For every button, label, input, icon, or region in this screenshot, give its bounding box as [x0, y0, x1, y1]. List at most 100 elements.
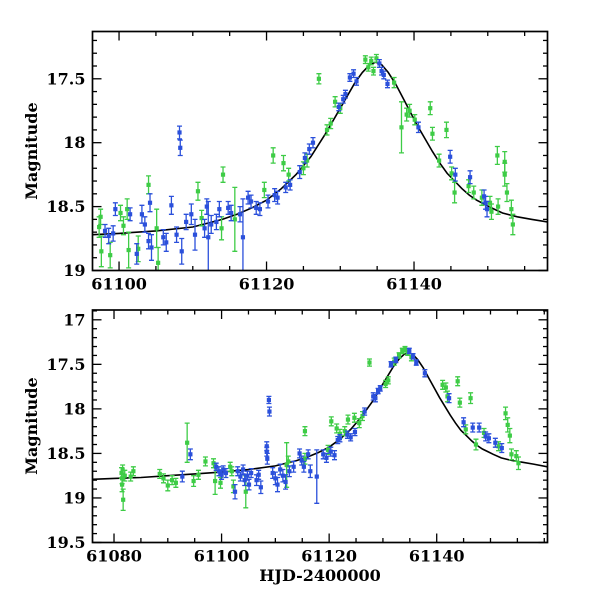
- model-curve: [92, 61, 548, 236]
- data-point: [354, 79, 359, 84]
- data-point: [267, 409, 272, 414]
- data-point: [111, 231, 116, 236]
- panel-top: 61100 61120 61140 17.5 18 18.5 19: [47, 30, 549, 294]
- data-point: [147, 200, 153, 205]
- data-point: [448, 154, 453, 159]
- data-point: [288, 182, 293, 187]
- data-point: [214, 219, 219, 225]
- data-point: [245, 473, 250, 478]
- data-point: [407, 348, 412, 354]
- data-point: [219, 226, 224, 231]
- plot-frame: [91, 309, 549, 544]
- data-point: [443, 385, 448, 390]
- data-point: [226, 205, 231, 210]
- data-point: [102, 228, 108, 233]
- data-point: [481, 430, 487, 436]
- panel-bottom: 61080 61100 61120 61140 17 17.5 18 18.5 19 19.5: [47, 309, 549, 566]
- data-point: [178, 145, 183, 150]
- data-point: [149, 245, 154, 250]
- data-point: [238, 474, 243, 479]
- data-point: [341, 97, 346, 102]
- data-point: [280, 473, 285, 478]
- data-point: [189, 212, 194, 217]
- data-point: [301, 166, 306, 171]
- data-point: [165, 483, 170, 488]
- data-point: [146, 239, 151, 244]
- data-point: [204, 204, 209, 209]
- data-point: [202, 226, 207, 231]
- data-point: [444, 127, 449, 133]
- series-blue: [102, 58, 490, 271]
- data-point: [493, 440, 498, 445]
- data-point: [410, 354, 416, 359]
- data-point: [332, 453, 337, 458]
- data-point: [499, 445, 504, 451]
- data-point: [235, 469, 240, 474]
- data-point: [134, 251, 139, 256]
- data-point: [192, 232, 198, 237]
- data-point: [487, 200, 493, 205]
- y-tick-label: 17.5: [47, 69, 86, 88]
- x-tick-label: 61100: [194, 547, 250, 566]
- data-point: [232, 217, 237, 222]
- y-tick-label: 18.5: [47, 444, 86, 463]
- data-point: [479, 195, 484, 200]
- x-tick-label: 61140: [386, 275, 442, 294]
- data-point: [302, 155, 307, 161]
- data-point: [242, 478, 247, 483]
- y-tick-label: 19: [63, 261, 85, 280]
- data-point: [503, 411, 508, 416]
- data-point: [297, 169, 302, 175]
- data-point: [461, 420, 466, 425]
- data-point: [281, 161, 286, 166]
- data-point: [502, 159, 507, 164]
- data-point: [211, 461, 216, 466]
- data-point: [453, 172, 458, 177]
- series-green: [96, 53, 516, 271]
- data-point: [283, 185, 288, 190]
- data-point: [128, 474, 133, 479]
- data-point: [307, 146, 312, 152]
- data-point: [369, 58, 374, 63]
- data-point: [342, 429, 347, 434]
- data-point: [471, 190, 476, 195]
- y-tick-label: 17.5: [47, 355, 86, 374]
- data-point: [214, 464, 219, 469]
- data-point: [505, 422, 510, 428]
- data-point: [272, 192, 277, 198]
- data-point: [455, 379, 460, 384]
- data-point: [157, 471, 162, 477]
- data-point: [299, 458, 304, 463]
- data-point: [360, 413, 365, 419]
- data-point: [195, 189, 201, 194]
- data-point: [231, 484, 236, 489]
- data-point: [510, 222, 515, 227]
- data-point: [463, 427, 468, 432]
- data-point: [399, 125, 404, 130]
- x-tick-label: 61140: [409, 547, 465, 566]
- data-point: [351, 71, 356, 76]
- data-point: [348, 435, 353, 440]
- data-point: [337, 431, 342, 436]
- data-point: [396, 353, 402, 358]
- data-point: [139, 212, 145, 217]
- data-point: [206, 235, 211, 240]
- x-tick-label: 61100: [91, 275, 147, 294]
- data-point: [343, 92, 348, 97]
- data-point: [314, 474, 319, 479]
- data-point: [264, 449, 269, 454]
- top-y-axis-label: Magnitude: [22, 102, 41, 199]
- data-point: [328, 121, 333, 126]
- data-point: [414, 360, 419, 365]
- data-point: [218, 480, 223, 485]
- data-point: [291, 464, 296, 469]
- x-tick-label: 61120: [301, 547, 357, 566]
- data-point: [121, 223, 126, 228]
- data-point: [177, 130, 182, 135]
- data-point: [248, 199, 254, 204]
- data-point: [243, 489, 248, 494]
- data-point: [229, 469, 234, 474]
- data-point: [278, 467, 283, 472]
- data-point: [400, 348, 405, 354]
- data-point: [245, 195, 251, 200]
